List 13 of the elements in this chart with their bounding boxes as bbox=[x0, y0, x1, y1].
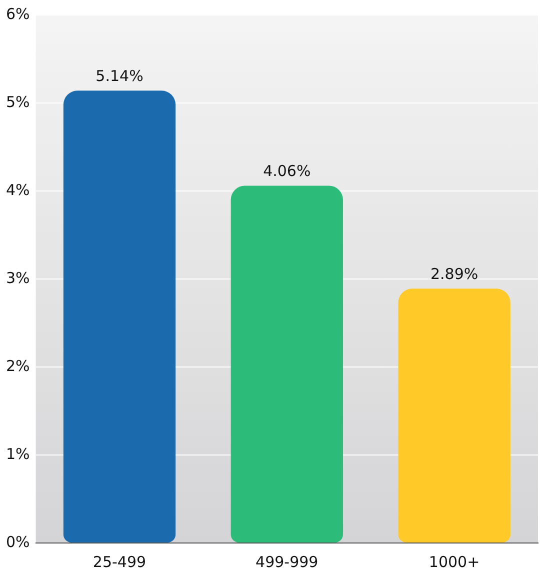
data-label: 5.14% bbox=[96, 67, 144, 86]
x-tick-label: 25-499 bbox=[92, 552, 146, 571]
y-tick-label: 1% bbox=[6, 444, 30, 463]
x-tick-label: 499-999 bbox=[256, 552, 318, 571]
data-label: 4.06% bbox=[263, 162, 311, 180]
y-tick-label: 3% bbox=[6, 268, 30, 287]
y-tick-label: 6% bbox=[6, 4, 30, 23]
data-label: 2.89% bbox=[430, 265, 478, 284]
x-tick-label: 1000+ bbox=[428, 552, 480, 571]
y-tick-label: 0% bbox=[6, 532, 30, 551]
y-tick-label: 2% bbox=[6, 356, 30, 375]
y-tick-label: 4% bbox=[6, 180, 30, 199]
y-tick-label: 5% bbox=[6, 92, 30, 111]
